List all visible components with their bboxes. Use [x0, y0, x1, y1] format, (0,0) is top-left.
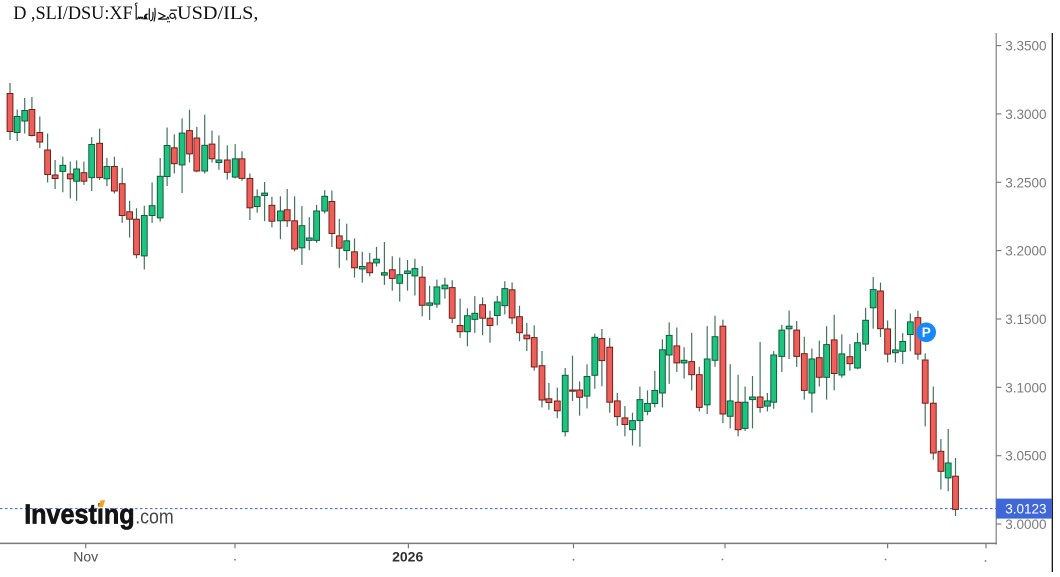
svg-text:3.3000: 3.3000	[1005, 106, 1047, 122]
svg-text:USD/ILS,: USD/ILS,	[177, 3, 259, 24]
svg-text:D ,SLI/DSU:XF: D ,SLI/DSU:XF	[13, 3, 133, 24]
svg-text:3.1500: 3.1500	[1005, 311, 1047, 327]
svg-text:Nov: Nov	[73, 549, 98, 565]
svg-text:3.3500: 3.3500	[1005, 38, 1047, 54]
svg-text:3.0000: 3.0000	[1005, 516, 1047, 532]
svg-text:3.2500: 3.2500	[1005, 174, 1047, 190]
svg-text:Investing: Investing	[24, 498, 135, 529]
svg-text:3.0500: 3.0500	[1005, 448, 1047, 464]
svg-text:.com: .com	[135, 505, 174, 528]
svg-text:P: P	[922, 325, 931, 340]
svg-text:2026: 2026	[392, 549, 423, 565]
svg-text:3.0123: 3.0123	[1005, 501, 1047, 517]
svg-text:3.2000: 3.2000	[1005, 243, 1047, 259]
svg-text:3.1000: 3.1000	[1005, 379, 1047, 395]
